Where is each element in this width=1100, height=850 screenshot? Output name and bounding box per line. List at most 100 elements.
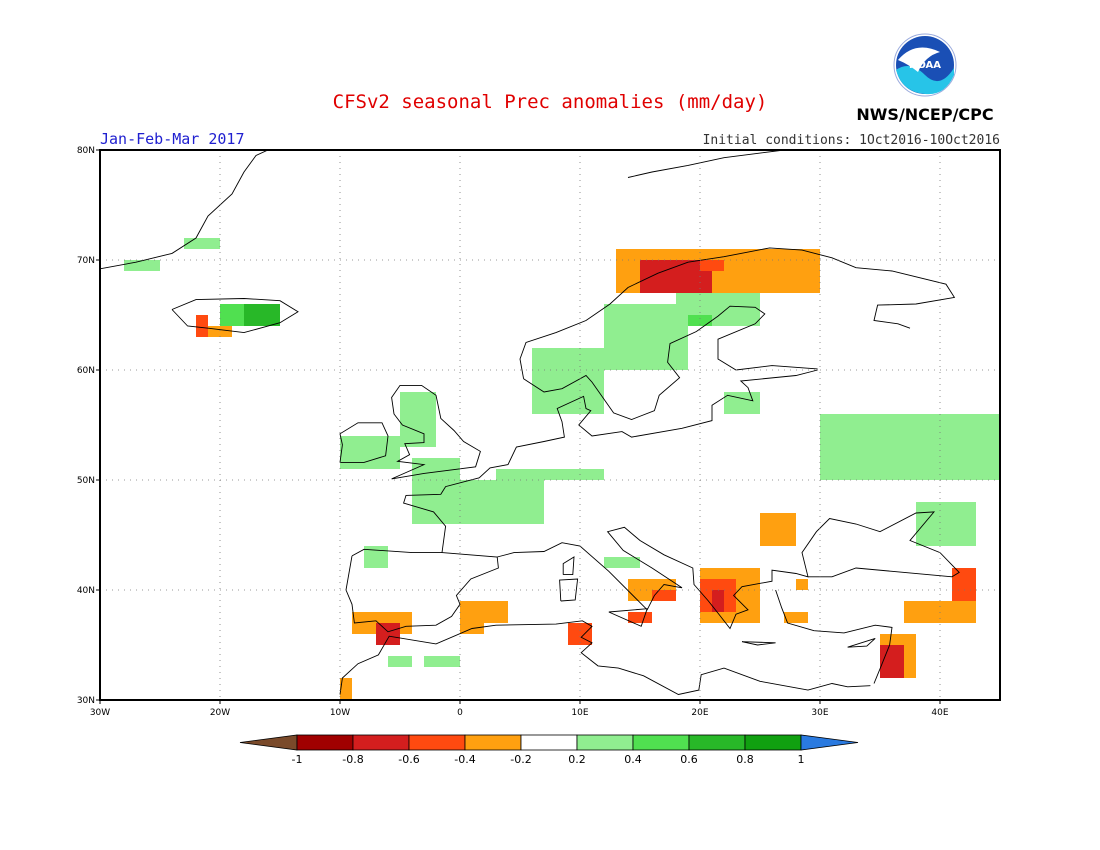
colorbar-swatch xyxy=(408,734,466,751)
coastline xyxy=(403,369,818,553)
anomaly-cell xyxy=(196,315,208,337)
colorbar-label: -0.8 xyxy=(342,753,363,766)
colorbar-label: 0.8 xyxy=(736,753,754,766)
anomaly-cell xyxy=(784,612,808,623)
noaa-logo-text: NOAA xyxy=(909,60,941,71)
coastline xyxy=(741,641,776,646)
coastline xyxy=(847,637,876,648)
colorbar-label: 1 xyxy=(798,753,805,766)
map-area xyxy=(99,149,1001,701)
anomaly-cell xyxy=(796,579,808,590)
lon-tick-label: 40E xyxy=(931,708,948,718)
lat-tick-label: 70N xyxy=(77,256,95,266)
anomaly-cells xyxy=(124,238,1000,700)
anomaly-cell xyxy=(628,612,652,623)
colorbar-swatch xyxy=(296,734,354,751)
anomaly-cell xyxy=(952,568,976,601)
anomaly-cell xyxy=(820,414,1000,480)
coastlines xyxy=(100,150,1000,695)
anomaly-cell xyxy=(760,513,796,546)
colorbar-swatch xyxy=(744,734,802,751)
noaa-logo-icon: NOAA xyxy=(893,33,957,97)
anomaly-cell xyxy=(244,304,280,326)
colorbar: -1 -0.8 -0.6 -0.4 -0.2 0.2 0.4 0.6 0.8 1 xyxy=(239,734,859,766)
anomaly-cell xyxy=(700,260,724,271)
colorbar-swatch xyxy=(688,734,746,751)
anomaly-cell xyxy=(688,315,712,326)
coastline xyxy=(775,589,893,684)
anomaly-cell xyxy=(340,436,400,469)
lat-tick-label: 40N xyxy=(77,586,95,596)
anomaly-cell xyxy=(364,546,388,568)
coastline xyxy=(523,305,818,420)
colorbar-arrow-high xyxy=(800,734,859,751)
colorbar-arrow-low xyxy=(239,734,298,751)
colorbar-label: -0.2 xyxy=(510,753,531,766)
lat-tick-label: 60N xyxy=(77,366,95,376)
coastline xyxy=(339,620,871,695)
anomaly-cell xyxy=(412,480,544,524)
colorbar-label: 0.2 xyxy=(568,753,586,766)
anomaly-cell xyxy=(400,392,436,447)
coastline xyxy=(519,247,956,379)
anomaly-cell xyxy=(184,238,220,249)
coastline xyxy=(497,511,960,630)
lon-tick-label: 30W xyxy=(90,708,110,718)
coastline xyxy=(608,608,648,627)
lon-tick-label: 20W xyxy=(210,708,230,718)
coastline xyxy=(999,150,1000,151)
colorbar-swatch xyxy=(464,734,522,751)
colorbar-swatch xyxy=(632,734,690,751)
lon-tick-label: 10E xyxy=(571,708,588,718)
lat-tick-label: 80N xyxy=(77,146,95,156)
coastline xyxy=(345,548,499,633)
anomaly-cell xyxy=(532,348,604,414)
anomaly-cell xyxy=(412,458,460,480)
anomaly-cell xyxy=(604,557,640,568)
agency-label: NWS/NCEP/CPC xyxy=(856,105,993,124)
colorbar-swatch xyxy=(576,734,634,751)
colorbar-swatch xyxy=(352,734,410,751)
anomaly-cell xyxy=(880,645,904,678)
lat-tick-label: 50N xyxy=(77,476,95,486)
anomaly-cell xyxy=(652,590,676,601)
coastline xyxy=(171,298,299,334)
initial-conditions-label: Initial conditions: 1Oct2016-10Oct2016 xyxy=(703,133,1000,148)
colorbar-label: -0.6 xyxy=(398,753,419,766)
colorbar-label: 0.4 xyxy=(624,753,642,766)
colorbar-label: -0.4 xyxy=(454,753,475,766)
lat-tick-label: 30N xyxy=(77,696,95,706)
anomaly-cell xyxy=(424,656,460,667)
coastline xyxy=(562,556,575,576)
colorbar-label: 0.6 xyxy=(680,753,698,766)
coastline xyxy=(391,384,481,480)
anomaly-cell xyxy=(124,260,160,271)
coastline xyxy=(559,578,579,602)
anomaly-cell xyxy=(208,326,232,337)
coastline xyxy=(339,422,389,463)
anomaly-cell xyxy=(916,502,976,546)
anomaly-cell xyxy=(496,469,604,480)
colorbar-swatch xyxy=(520,734,578,751)
anomaly-cell xyxy=(712,590,724,612)
anomaly-cell xyxy=(568,623,592,645)
map-frame xyxy=(99,149,1001,701)
chart-title: CFSv2 seasonal Prec anomalies (mm/day) xyxy=(333,91,768,113)
lon-tick-label: 30E xyxy=(811,708,828,718)
colorbar-label: -1 xyxy=(292,753,303,766)
anomaly-cell xyxy=(460,601,508,623)
lon-tick-label: 20E xyxy=(691,708,708,718)
coastline xyxy=(100,150,269,270)
axis-labels: 30W 20W 10W 0 10E 20E 30E 40E 30N 40N 50N 60N 70N 80N xyxy=(77,146,949,718)
anomaly-cell xyxy=(376,623,400,645)
gridlines xyxy=(100,150,1000,700)
anomaly-cell xyxy=(388,656,412,667)
lon-tick-label: 0 xyxy=(457,708,463,718)
lon-tick-label: 10W xyxy=(330,708,350,718)
anomaly-cell xyxy=(604,304,688,370)
coastline xyxy=(627,150,785,178)
anomaly-cell xyxy=(724,392,760,414)
period-label: Jan-Feb-Mar 2017 xyxy=(100,130,245,148)
anomaly-cell xyxy=(340,678,352,700)
